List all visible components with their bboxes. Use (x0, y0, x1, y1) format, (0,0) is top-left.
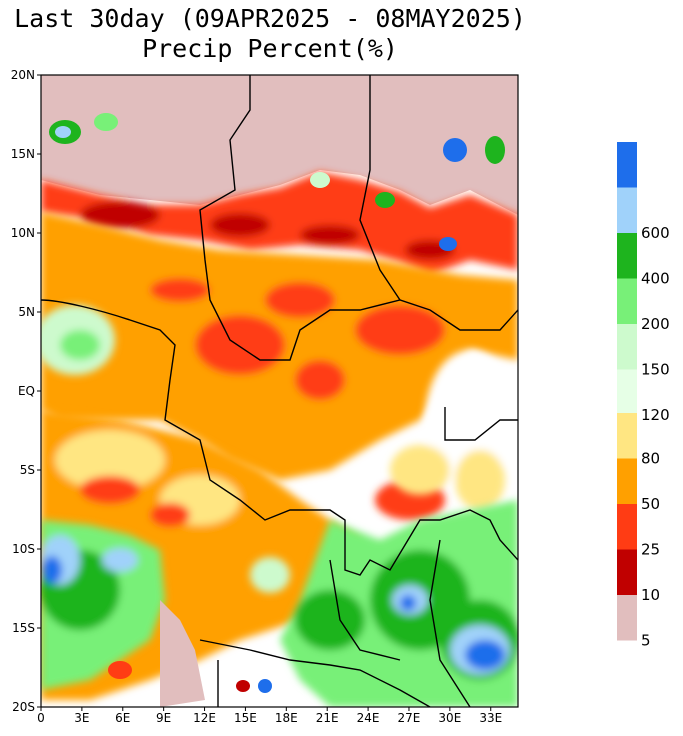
west-coast-surplus (41, 305, 115, 375)
central-deficit-zone (41, 212, 518, 480)
lon-tick-label: 18E (275, 711, 298, 725)
legend-swatch (617, 233, 637, 279)
legend-swatch (617, 413, 637, 459)
lon-tick-label: 15E (234, 711, 257, 725)
legend-swatch (617, 187, 637, 233)
lat-tick-label: 10S (12, 542, 35, 556)
legend-swatch (617, 142, 637, 188)
map-title: Last 30day (09APR2025 - 08MAY2025) (14, 4, 526, 33)
legend-swatch (617, 458, 637, 504)
lon-tick-label: 30E (438, 711, 461, 725)
lon-tick-label: 3E (74, 711, 89, 725)
legend-swatch (617, 595, 637, 641)
lat-tick-label: 10N (11, 226, 35, 240)
lat-tick-label: EQ (18, 384, 35, 398)
lon-tick-label: 6E (115, 711, 130, 725)
lon-tick-label: 21E (316, 711, 339, 725)
legend-label: 10 (641, 586, 660, 604)
map-subtitle: Precip Percent(%) (142, 34, 398, 63)
dry-north-region (41, 75, 518, 215)
legend-label: 200 (641, 315, 670, 333)
legend-deficit: 80 50 25 10 5 (617, 413, 660, 650)
legend-label: 600 (641, 224, 670, 242)
lat-tick-label: 20S (12, 700, 35, 714)
legend-label: 25 (641, 541, 660, 559)
country-borders (41, 75, 518, 707)
eastern-near-normal (390, 350, 515, 510)
latitude-axis: 20N 15N 10N 5N EQ 5S 10S 15S 20S (11, 68, 41, 714)
sahel-deficit-band (41, 172, 518, 275)
lat-tick-label: 5S (20, 463, 35, 477)
lon-tick-label: 33E (479, 711, 502, 725)
legend-label: 400 (641, 270, 670, 288)
southeast-surplus (250, 500, 518, 707)
lat-tick-label: 20N (11, 68, 35, 82)
lon-tick-label: 12E (193, 711, 216, 725)
lon-tick-label: 27E (398, 711, 421, 725)
legend-swatch (617, 369, 637, 415)
longitude-axis: 0 3E 6E 9E 12E 15E 18E 21E 24E 27E 30E 33E (37, 707, 502, 725)
legend-surplus: 600 400 200 150 120 (617, 142, 670, 424)
legend-label: 5 (641, 632, 651, 650)
southwest-surplus (41, 520, 165, 690)
lat-tick-label: 5N (18, 305, 35, 319)
legend-swatch (617, 549, 637, 595)
lon-tick-label: 0 (37, 711, 45, 725)
lon-tick-label: 24E (357, 711, 380, 725)
legend-label: 80 (641, 450, 660, 468)
map-field (41, 75, 518, 707)
legend-swatch (617, 324, 637, 370)
northern-surplus-spots (49, 113, 505, 693)
legend-swatch (617, 504, 637, 550)
legend-swatch (617, 278, 637, 324)
lat-tick-label: 15N (11, 147, 35, 161)
lat-tick-label: 15S (12, 621, 35, 635)
lon-tick-label: 9E (156, 711, 171, 725)
legend-label: 50 (641, 495, 660, 513)
legend-label: 150 (641, 361, 670, 379)
legend-label: 120 (641, 406, 670, 424)
southwest-dry-tongue (160, 600, 205, 707)
